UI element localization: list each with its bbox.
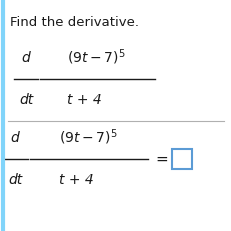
Text: =: = [155, 152, 168, 167]
Text: Find the derivative.: Find the derivative. [10, 16, 138, 29]
Text: d: d [11, 131, 19, 145]
Text: $(9t-7)^5$: $(9t-7)^5$ [58, 128, 117, 147]
Text: dt: dt [19, 93, 33, 107]
Text: dt: dt [8, 173, 22, 187]
Text: t + 4: t + 4 [66, 93, 101, 107]
Text: d: d [21, 51, 30, 65]
Text: $(9t-7)^5$: $(9t-7)^5$ [67, 47, 125, 67]
Bar [171, 149, 191, 169]
Text: t + 4: t + 4 [58, 173, 93, 187]
